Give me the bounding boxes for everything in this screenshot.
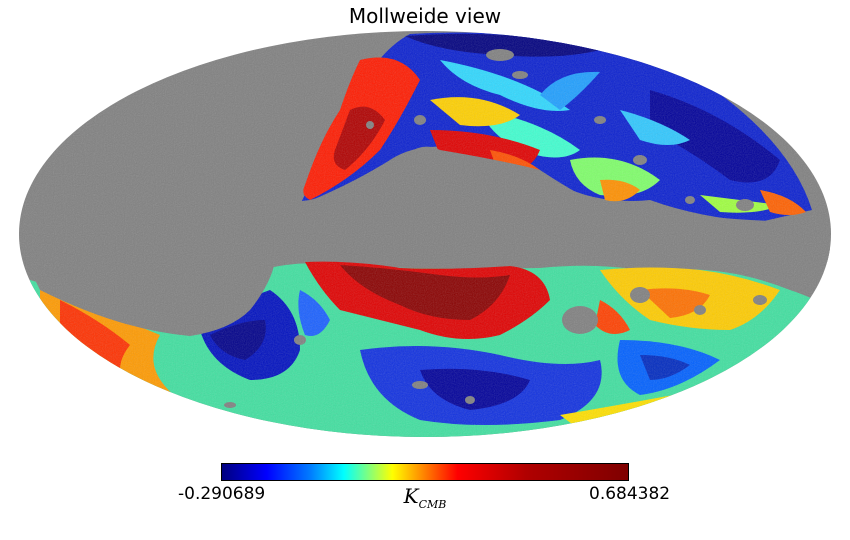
colorbar-min-label: -0.290689: [178, 484, 266, 504]
masked-wedge: [20, 234, 275, 336]
map-title: Mollweide view: [348, 4, 502, 28]
galactic-plane-mask: [20, 146, 830, 268]
unit-sub: CMB: [418, 498, 447, 511]
colorbar-unit-label: KCMB: [0, 484, 850, 511]
unit-main: K: [403, 484, 419, 508]
colorbar-gradient: [222, 464, 628, 480]
colorbar-max-label: 0.684382: [589, 484, 671, 504]
north-region: [300, 32, 812, 222]
colorbar: [221, 463, 629, 481]
